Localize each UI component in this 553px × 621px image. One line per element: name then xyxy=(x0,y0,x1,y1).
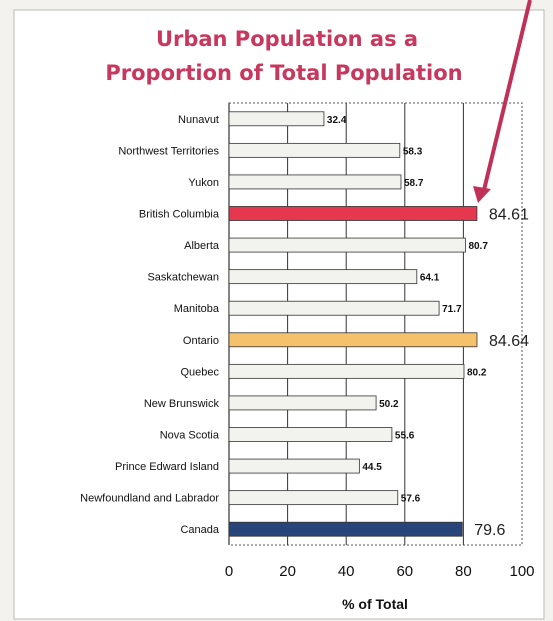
bar-new-brunswick xyxy=(228,395,377,411)
value-label-british-columbia: 84.61 xyxy=(489,207,529,224)
value-label-prince-edward-island: 44.5 xyxy=(362,462,382,473)
category-label-new-brunswick: New Brunswick xyxy=(144,398,220,410)
value-label-canada: 79.6 xyxy=(474,522,505,539)
category-label-quebec: Quebec xyxy=(180,366,219,378)
x-axis-label: % of Total xyxy=(342,596,408,612)
bar-saskatchewan xyxy=(228,269,418,285)
bar-nunavut xyxy=(228,111,325,127)
category-label-alberta: Alberta xyxy=(184,240,220,252)
value-label-nunavut: 32.4 xyxy=(327,115,347,126)
value-label-yukon: 58.7 xyxy=(404,178,424,189)
chart-title-line-2: Proportion of Total Population xyxy=(105,61,462,85)
value-label-quebec: 80.2 xyxy=(467,367,487,378)
chart-title-line-1: Urban Population as a xyxy=(156,27,418,51)
value-label-saskatchewan: 64.1 xyxy=(420,273,440,284)
value-label-ontario: 84.64 xyxy=(489,333,529,350)
value-label-newfoundland-and-labrador: 57.6 xyxy=(401,494,421,505)
x-tick-40: 40 xyxy=(338,563,355,580)
category-label-canada: Canada xyxy=(180,524,219,536)
x-tick-0: 0 xyxy=(225,563,233,580)
value-labels: 32.4 58.3 58.7 84.61 80.7 64.1 71.7 84.64 80.2 50… xyxy=(327,115,529,539)
value-label-alberta: 80.7 xyxy=(468,241,488,252)
category-label-nunavut: Nunavut xyxy=(178,114,219,126)
x-tick-60: 60 xyxy=(396,563,413,580)
category-label-british-columbia: British Columbia xyxy=(139,209,220,221)
category-labels: Nunavut Northwest Territories Yukon British… xyxy=(80,114,220,536)
bar-nova-scotia xyxy=(228,427,393,442)
bar-manitoba xyxy=(228,300,440,316)
category-label-nova-scotia: Nova Scotia xyxy=(160,430,220,442)
x-tick-100: 100 xyxy=(509,563,534,580)
bar-british-columbia xyxy=(228,206,478,221)
value-label-nova-scotia: 55.6 xyxy=(395,431,415,442)
bar-prince-edward-island xyxy=(228,458,360,474)
bar-canada xyxy=(228,521,463,537)
bar-quebec xyxy=(228,363,465,379)
category-label-newfoundland-and-labrador: Newfoundland and Labrador xyxy=(80,493,219,505)
category-label-yukon: Yukon xyxy=(188,177,219,189)
value-label-northwest-territories: 58.3 xyxy=(403,146,423,157)
value-label-manitoba: 71.7 xyxy=(442,304,462,315)
bars xyxy=(228,111,478,537)
pointer-arrow-line xyxy=(482,0,532,191)
bar-alberta xyxy=(228,237,466,253)
plot-area xyxy=(228,102,523,546)
bar-northwest-territories xyxy=(228,142,401,158)
category-label-prince-edward-island: Prince Edward Island xyxy=(115,461,219,473)
pointer-arrow xyxy=(473,0,532,203)
bar-ontario xyxy=(228,332,478,348)
value-label-new-brunswick: 50.2 xyxy=(379,399,399,410)
category-label-saskatchewan: Saskatchewan xyxy=(147,272,219,284)
plot-border xyxy=(228,102,523,546)
bar-newfoundland-and-labrador xyxy=(228,490,399,506)
x-tick-20: 20 xyxy=(279,563,296,580)
x-tick-80: 80 xyxy=(455,563,472,580)
category-label-northwest-territories: Northwest Territories xyxy=(118,145,219,157)
x-axis-ticks: 0 20 40 60 80 100 xyxy=(225,563,535,580)
pointer-arrow-head xyxy=(473,186,491,203)
bar-yukon xyxy=(228,174,402,190)
category-label-ontario: Ontario xyxy=(183,335,219,347)
category-label-manitoba: Manitoba xyxy=(174,303,220,315)
